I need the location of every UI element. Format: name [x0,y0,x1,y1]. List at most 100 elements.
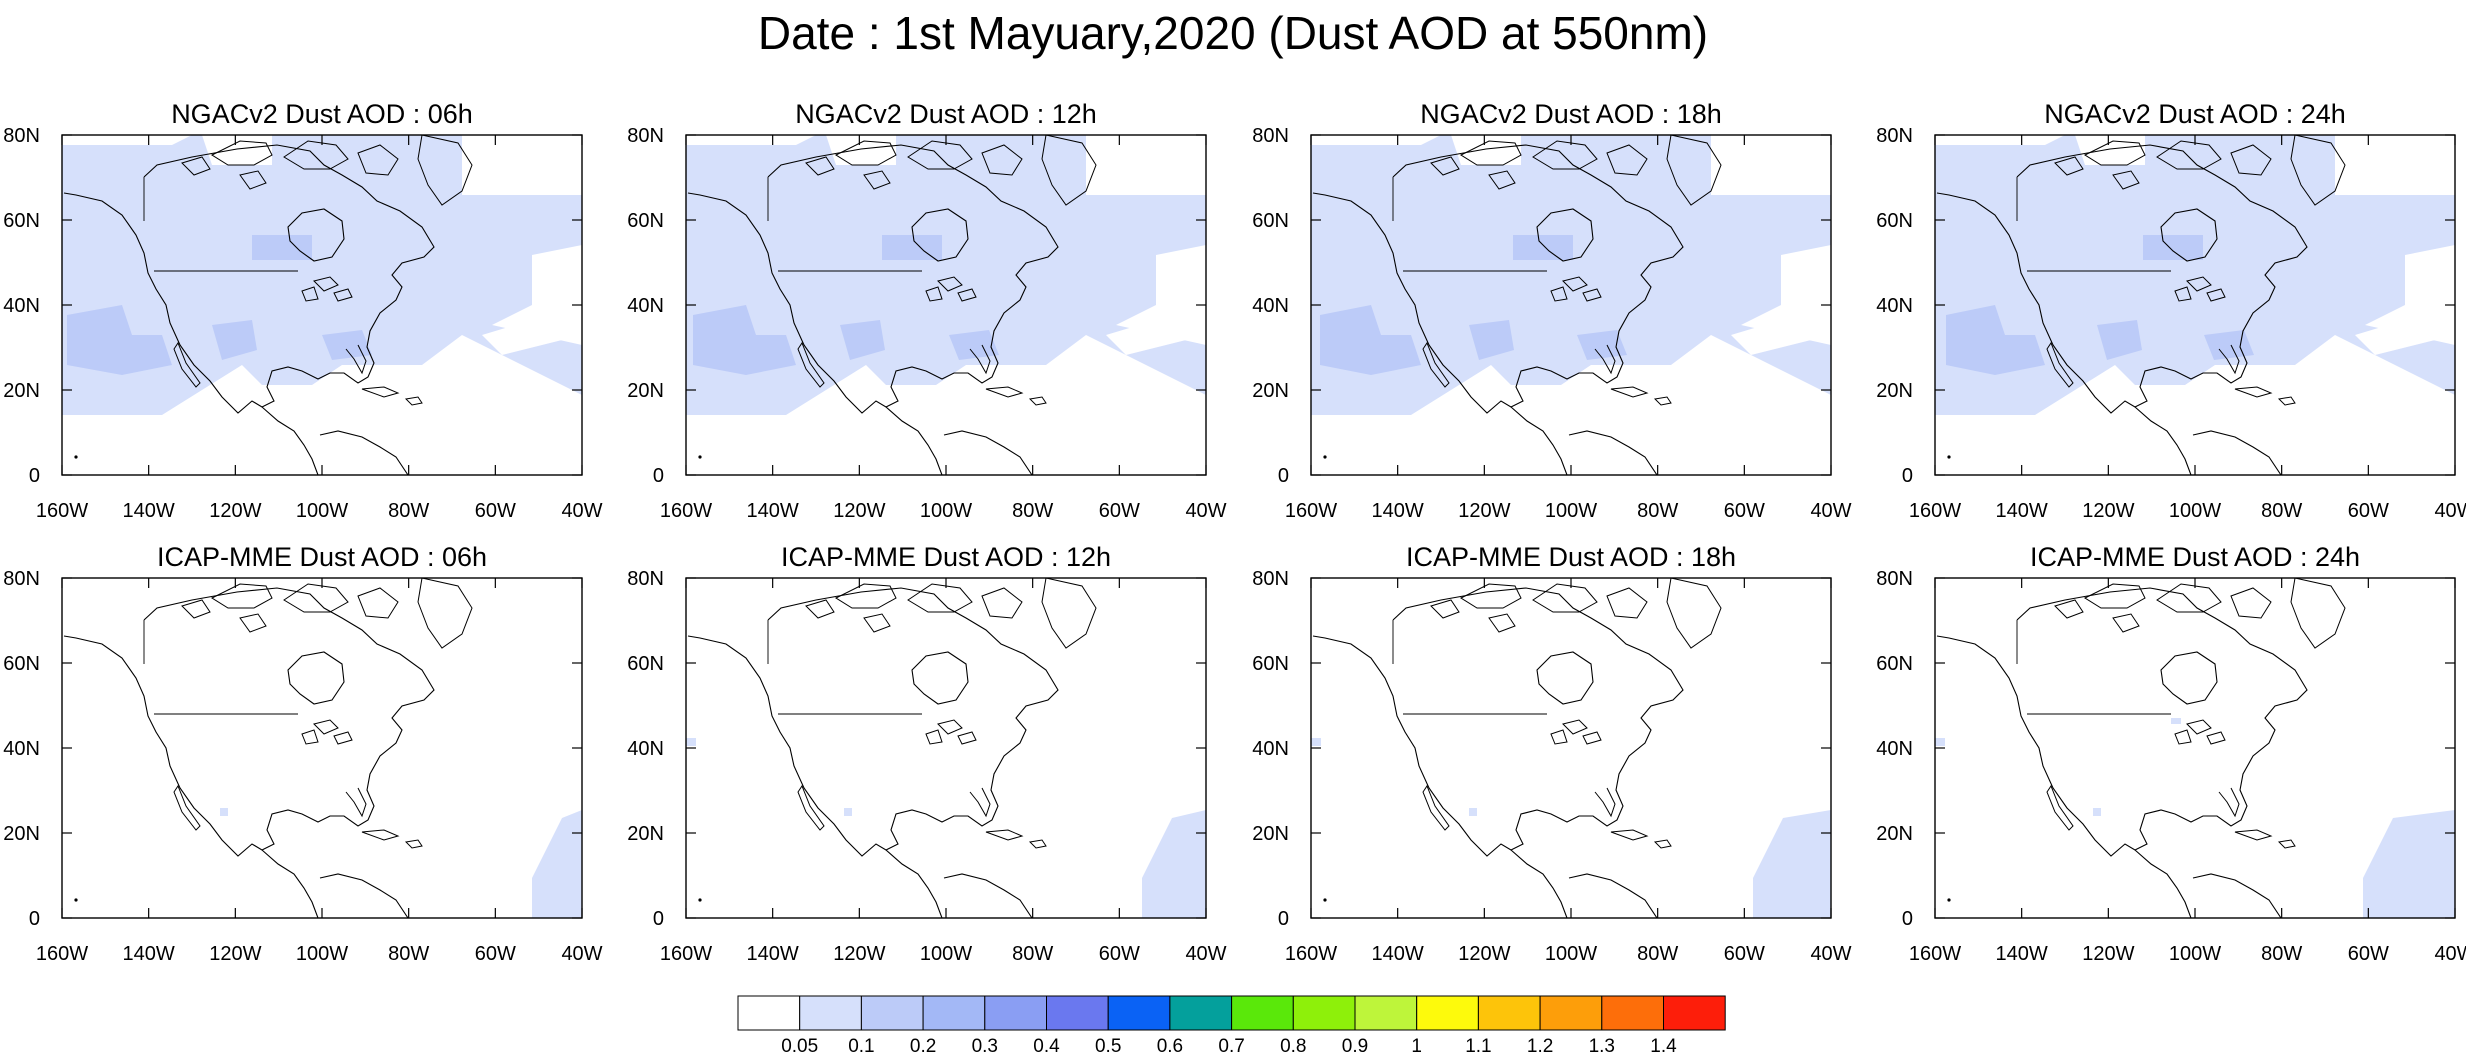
x-tick-label: 40W [2434,943,2466,965]
y-tick-label: 60N [1876,210,1913,232]
panel-title: NGACv2 Dust AOD : 12h [795,99,1097,129]
x-tick-label: 160W [1285,500,1337,522]
x-tick-label: 140W [747,500,799,522]
y-tick-label: 0 [1902,465,1913,487]
dust-field [62,135,582,415]
y-tick-label: 80N [1252,125,1289,147]
x-tick-label: 160W [660,943,712,965]
x-tick-label: 100W [1545,943,1597,965]
y-tick-label: 20N [1252,823,1289,845]
dust-field [1311,135,1831,415]
y-tick-label: 20N [627,380,664,402]
x-tick-label: 160W [660,500,712,522]
y-tick-label: 40N [627,295,664,317]
y-tick-label: 40N [1252,738,1289,760]
y-tick-label: 0 [1278,465,1289,487]
x-tick-label: 40W [1185,943,1226,965]
colorbar-swatch [1169,995,1233,1031]
y-tick-label: 0 [1902,908,1913,930]
x-tick-label: 100W [2169,943,2221,965]
x-tick-label: 40W [2434,500,2466,522]
colorbar-swatch [1046,995,1109,1031]
y-tick-label: 60N [1876,653,1913,675]
colorbar-label: 0.3 [972,1036,998,1056]
x-tick-label: 160W [1909,943,1961,965]
x-tick-label: 60W [475,500,516,522]
x-tick-label: 120W [2082,500,2134,522]
colorbar-label: 1.3 [1589,1036,1615,1056]
y-tick-label: 40N [1876,738,1913,760]
y-tick-label: 60N [1252,210,1289,232]
colorbar-swatch [1231,995,1294,1031]
colorbar-swatch [1292,995,1356,1031]
x-tick-label: 160W [1285,943,1337,965]
y-tick-label: 0 [653,465,664,487]
x-tick-label: 140W [747,943,799,965]
x-tick-label: 40W [1810,500,1851,522]
y-tick-label: 80N [1876,125,1913,147]
x-tick-label: 80W [1637,500,1678,522]
map-panel: NGACv2 Dust AOD : 12h 160W 140W 120W 100W 80W… [627,99,1226,522]
y-tick-label: 40N [1252,295,1289,317]
y-tick-label: 80N [1252,568,1289,590]
colorbar-swatch [1539,995,1603,1031]
colorbar-swatch [1477,995,1541,1031]
y-tick-label: 80N [627,125,664,147]
x-tick-label: 100W [920,500,972,522]
colorbar-swatch [1416,995,1479,1031]
x-tick-label: 140W [1372,943,1424,965]
y-tick-label: 40N [627,738,664,760]
y-tick-label: 80N [3,568,40,590]
colorbar-label: 0.7 [1218,1036,1244,1056]
map-panel: NGACv2 Dust AOD : 06h 160W 140W 120W 100W 80W… [3,99,602,522]
dust-field [1311,738,1831,918]
y-tick-label: 60N [3,210,40,232]
x-tick-label: 80W [388,943,429,965]
y-tick-label: 60N [627,210,664,232]
x-tick-label: 60W [1724,500,1765,522]
y-tick-label: 40N [1876,295,1913,317]
x-tick-label: 60W [2348,500,2389,522]
y-tick-label: 0 [29,908,40,930]
colorbar-swatch [860,995,924,1031]
x-tick-label: 60W [1724,943,1765,965]
x-tick-label: 120W [209,943,261,965]
colorbar-swatch [799,995,862,1031]
x-tick-label: 60W [475,943,516,965]
y-tick-label: 60N [627,653,664,675]
y-tick-label: 60N [1252,653,1289,675]
panel-title: NGACv2 Dust AOD : 24h [2044,99,2346,129]
colorbar-label: 0.5 [1095,1036,1121,1056]
map-panel: ICAP-MME Dust AOD : 18h 160W 140W 120W 100W 8… [1252,542,1851,965]
y-tick-label: 40N [3,738,40,760]
colorbar-swatch [922,995,986,1031]
x-tick-label: 100W [1545,500,1597,522]
colorbar-swatch [1663,995,1726,1031]
colorbar-swatch [1107,995,1171,1031]
x-tick-label: 40W [561,943,602,965]
page-title: Date : 1st Mayuary,2020 (Dust AOD at 550… [757,7,1709,59]
colorbar-label: 0.8 [1280,1036,1306,1056]
x-tick-label: 60W [1099,943,1140,965]
y-tick-label: 20N [3,380,40,402]
x-tick-label: 100W [920,943,972,965]
x-tick-label: 120W [2082,943,2134,965]
x-tick-label: 40W [561,500,602,522]
map-panel: NGACv2 Dust AOD : 18h 160W 140W 120W 100W 80W… [1252,99,1851,522]
x-tick-label: 140W [123,500,175,522]
panel-title: ICAP-MME Dust AOD : 18h [1406,542,1736,572]
y-tick-label: 20N [1876,823,1913,845]
x-tick-label: 120W [1458,500,1510,522]
colorbar-label: 0.6 [1157,1036,1183,1056]
x-tick-label: 40W [1185,500,1226,522]
x-tick-label: 140W [1372,500,1424,522]
panel-title: NGACv2 Dust AOD : 06h [171,99,473,129]
colorbar-swatch [1601,995,1665,1031]
x-tick-label: 100W [296,500,348,522]
x-tick-label: 80W [1012,943,1053,965]
panel-title: NGACv2 Dust AOD : 18h [1420,99,1722,129]
y-tick-label: 60N [3,653,40,675]
x-tick-label: 120W [209,500,261,522]
x-tick-label: 160W [36,500,88,522]
x-tick-label: 100W [2169,500,2221,522]
